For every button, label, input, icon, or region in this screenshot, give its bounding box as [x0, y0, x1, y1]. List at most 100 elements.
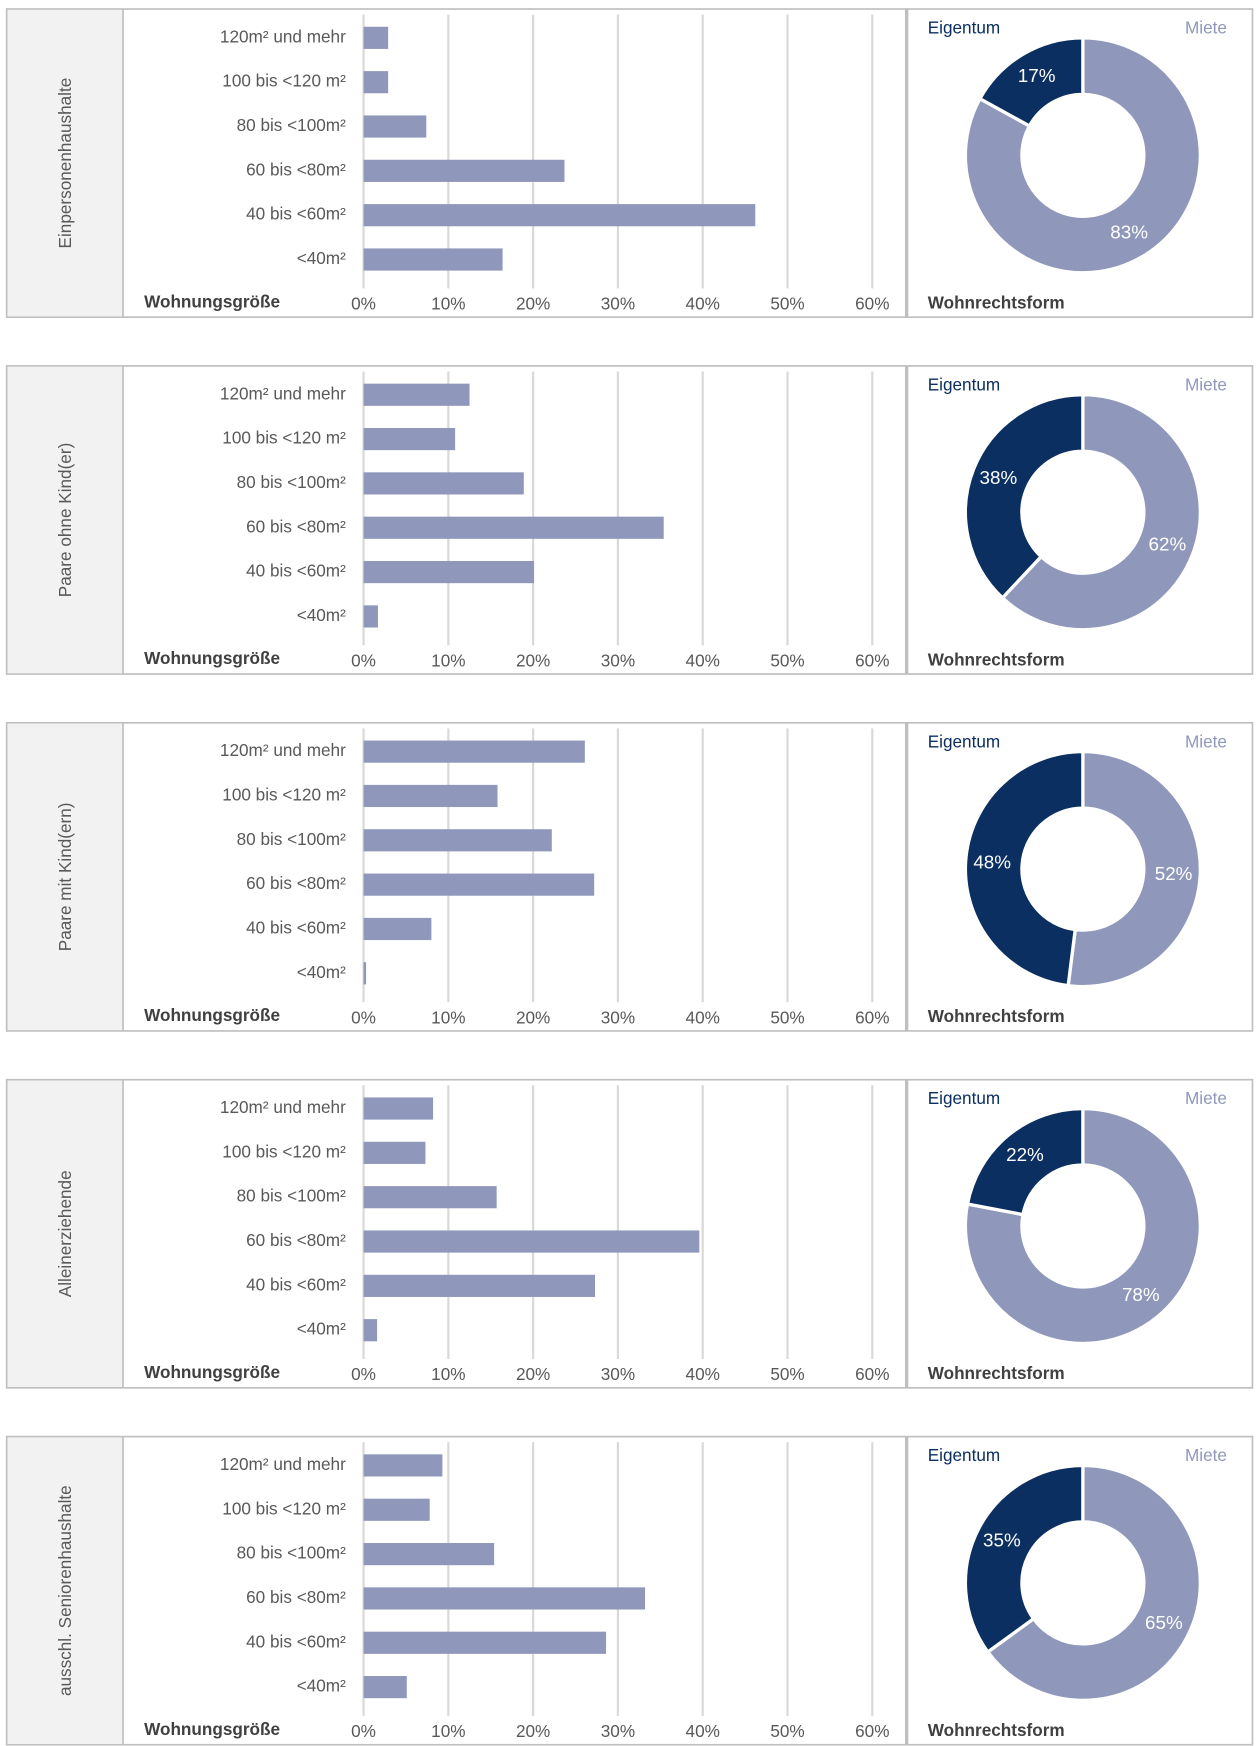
bar	[363, 383, 470, 406]
axis-label: Wohnungsgröße	[144, 648, 280, 668]
donut-panel: Eigentum Miete Wohnrechtsform 65% 35%	[904, 1436, 1227, 1745]
x-tick-label: 60%	[855, 650, 889, 670]
legend-entry: Eigentum	[928, 1088, 1000, 1108]
category-label: 120m² und mehr	[220, 740, 346, 760]
panel-frame	[5, 1078, 1254, 1389]
donut-panel: Eigentum Miete Wohnrechtsform 83% 17%	[904, 9, 1227, 318]
panel-frame	[5, 8, 1254, 318]
donut-slice	[1000, 393, 1202, 632]
category-label: 100 bis <120 m²	[222, 784, 346, 804]
x-tick-label: 50%	[770, 1721, 804, 1741]
category-label: 100 bis <120 m²	[222, 71, 346, 91]
x-tick-label: 20%	[516, 1721, 550, 1741]
x-tick-label: 0%	[351, 1364, 376, 1384]
donut-slice	[985, 1463, 1203, 1702]
group-band	[7, 1080, 123, 1388]
x-tick-label: 60%	[855, 293, 889, 313]
data-label: 78%	[1122, 1284, 1160, 1305]
chart-title: Wohnrechtsform	[928, 649, 1065, 669]
x-tick-label: 20%	[516, 1007, 550, 1027]
bar	[363, 1230, 700, 1253]
donut-slice	[963, 393, 1085, 601]
x-tick-label: 0%	[351, 650, 376, 670]
x-tick-label: 50%	[770, 293, 804, 313]
category-label: 60 bis <80m²	[246, 1230, 346, 1250]
data-label: 17%	[1018, 65, 1056, 86]
bar	[363, 1587, 646, 1610]
legend-entry: Eigentum	[928, 731, 1000, 751]
x-tick-label: 20%	[516, 650, 550, 670]
bar	[363, 248, 503, 271]
category-label: 40 bis <60m²	[246, 204, 346, 224]
x-tick-label: 0%	[351, 293, 376, 313]
axis-label: Wohnungsgröße	[144, 291, 280, 311]
bar	[363, 1631, 607, 1654]
x-tick-label: 20%	[516, 293, 550, 313]
bar	[363, 560, 534, 584]
bar-panel: Alleinerziehende 0% 10% 20% 30% 40% 50% 60% Wohn…	[5, 1078, 1254, 1389]
x-tick-label: 10%	[431, 1007, 465, 1027]
donut-panel: Eigentum Miete Wohnrechtsform 52% 48%	[904, 722, 1227, 1031]
category-label: 40 bis <60m²	[246, 1631, 346, 1651]
bar	[363, 1543, 495, 1566]
category-label: 120m² und mehr	[220, 383, 346, 403]
bar	[363, 829, 552, 852]
bar-panel: Paare mit Kind(ern) 0% 10% 20% 30% 40% 50% 60% W…	[5, 721, 1254, 1032]
bar	[363, 1097, 434, 1120]
group-label: ausschl. Seniorenhaushalte	[55, 1485, 75, 1696]
bar	[363, 1186, 497, 1209]
bar	[363, 1319, 378, 1342]
bar	[363, 427, 456, 451]
group-label: Einpersonenhaushalte	[55, 78, 75, 249]
category-label: 100 bis <120 m²	[222, 1141, 346, 1161]
category-label: 60 bis <80m²	[246, 1587, 346, 1607]
bar	[363, 1676, 407, 1699]
bar	[363, 204, 756, 227]
category-label: 120m² und mehr	[220, 1097, 346, 1117]
bar	[363, 71, 389, 94]
x-tick-label: 0%	[351, 1721, 376, 1741]
category-label: 60 bis <80m²	[246, 159, 346, 179]
donut-slice	[977, 36, 1085, 129]
chart-title: Wohnrechtsform	[928, 1006, 1065, 1026]
x-tick-label: 60%	[855, 1364, 889, 1384]
category-label: 100 bis <120 m²	[222, 428, 346, 448]
category-label: 100 bis <120 m²	[222, 1498, 346, 1518]
data-label: 52%	[1155, 863, 1193, 884]
donut-panel: Eigentum Miete Wohnrechtsform 62% 38%	[904, 365, 1227, 675]
category-label: 80 bis <100m²	[237, 1186, 346, 1206]
x-tick-label: 40%	[686, 1007, 720, 1027]
group-label: Paare mit Kind(ern)	[55, 803, 75, 952]
bar	[363, 1498, 430, 1521]
data-label: 22%	[1006, 1144, 1044, 1165]
x-tick-label: 0%	[351, 1007, 376, 1027]
x-tick-label: 30%	[601, 1364, 635, 1384]
x-tick-label: 20%	[516, 1364, 550, 1384]
bar	[363, 784, 498, 808]
group-band	[7, 366, 123, 674]
panel-frame	[5, 721, 1254, 1032]
axis-label: Wohnungsgröße	[144, 1719, 280, 1739]
x-tick-label: 10%	[431, 1721, 465, 1741]
chart-title: Wohnrechtsform	[928, 1720, 1065, 1740]
category-label: 60 bis <80m²	[246, 873, 346, 893]
bar	[363, 605, 378, 628]
data-label: 38%	[980, 467, 1018, 488]
x-tick-label: 30%	[601, 293, 635, 313]
donut-panel: Eigentum Miete Wohnrechtsform 78% 22%	[904, 1079, 1227, 1388]
axis-label: Wohnungsgröße	[144, 1005, 280, 1025]
x-tick-label: 40%	[686, 293, 720, 313]
bar	[363, 740, 585, 763]
bar-panel: ausschl. Seniorenhaushalte 0% 10% 20% 30% 40%…	[5, 1435, 1254, 1746]
chart-title: Wohnrechtsform	[928, 292, 1065, 312]
category-label: 80 bis <100m²	[237, 1543, 346, 1563]
data-label: 62%	[1149, 534, 1187, 555]
category-label: 40 bis <60m²	[246, 561, 346, 581]
donut-slice	[965, 1106, 1085, 1217]
legend-entry: Eigentum	[928, 1445, 1000, 1465]
category-label: <40m²	[297, 1319, 346, 1339]
legend-entry: Miete	[1185, 731, 1227, 751]
donut-slice	[963, 36, 1202, 275]
x-tick-label: 40%	[686, 650, 720, 670]
